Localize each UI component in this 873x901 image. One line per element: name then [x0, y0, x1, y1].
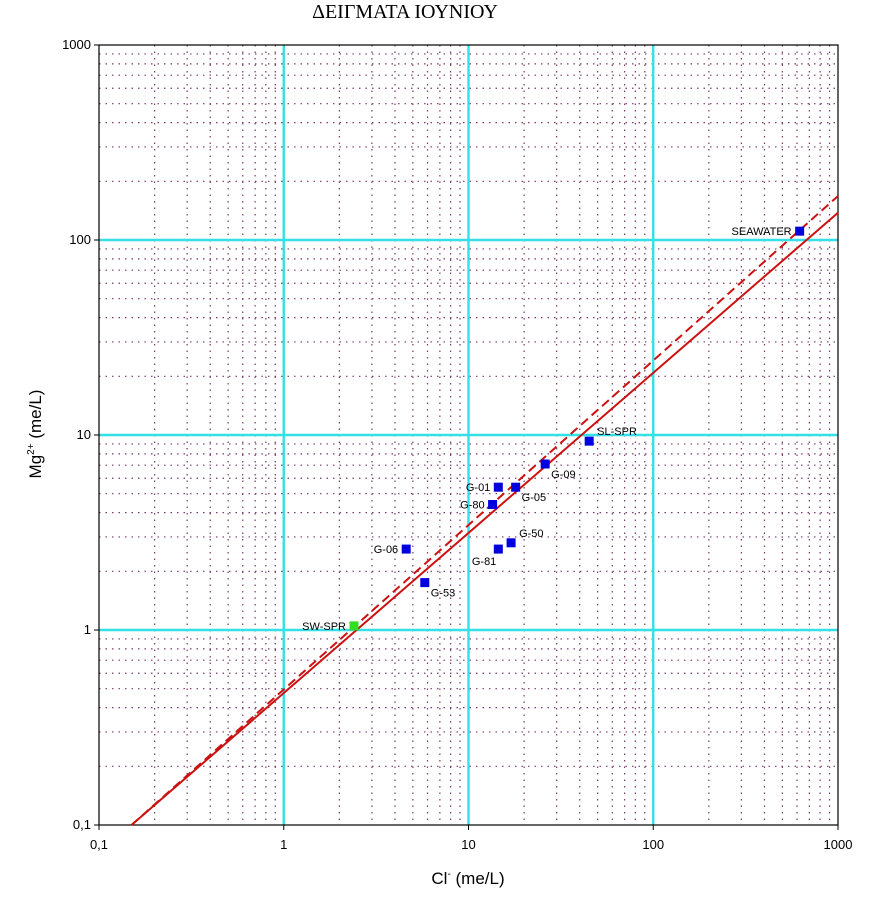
point-label-g-01: G-01 [466, 482, 490, 494]
solid-reference-line [130, 211, 839, 826]
y-tick-label: 10 [77, 427, 91, 442]
x-tick-labels: 0,1 1 10 100 1000 [90, 837, 853, 852]
point-label-g-80: G-80 [460, 500, 484, 512]
x-tick-label: 1000 [824, 837, 853, 852]
major-grid [99, 45, 838, 825]
point-label-g-05: G-05 [522, 492, 546, 504]
x-tick-label: 1 [280, 837, 287, 852]
x-tick-label: 100 [642, 837, 664, 852]
point-label-g-50: G-50 [519, 528, 543, 540]
point-label-sl-spr: SL-SPR [597, 426, 637, 438]
point-label-g-81: G-81 [472, 556, 496, 568]
data-points [349, 226, 805, 631]
y-tick-labels: 0,1 1 10 100 1000 [62, 37, 91, 832]
data-point-g-53 [420, 578, 430, 588]
data-point-g-06 [401, 544, 411, 554]
reference-lines [130, 195, 839, 826]
point-label-g-09: G-09 [551, 469, 575, 481]
axis-ticks [94, 44, 839, 830]
data-point-g-09 [540, 459, 550, 469]
data-point-g-81 [493, 544, 503, 554]
y-tick-label: 100 [69, 232, 91, 247]
data-point-sw-spr [349, 621, 359, 631]
point-labels: SEAWATER SL-SPR G-09 G-01 G-05 G-80 G-50 G-81 G-… [302, 226, 792, 633]
y-axis-title: Mg2+ (me/L) [26, 390, 45, 479]
point-label-g-53: G-53 [431, 588, 455, 600]
data-point-sl-spr [584, 436, 594, 446]
point-label-g-06: G-06 [374, 544, 398, 556]
chart-title: ΔΕΙΓΜΑΤΑ ΙΟΥΝΙΟΥ [312, 1, 498, 23]
y-tick-label: 1 [84, 622, 91, 637]
data-point-g-01 [493, 482, 503, 492]
y-tick-label: 0,1 [73, 817, 91, 832]
point-label-seawater: SEAWATER [732, 226, 792, 238]
data-point-seawater [795, 226, 805, 236]
data-point-g-50 [506, 538, 516, 548]
x-tick-label: 10 [461, 837, 475, 852]
point-label-sw-spr: SW-SPR [302, 621, 346, 633]
x-axis-title: Cl- (me/L) [431, 869, 504, 888]
data-point-g-80 [488, 500, 498, 510]
y-tick-label: 1000 [62, 37, 91, 52]
dashed-reference-line [130, 195, 839, 826]
data-point-g-05 [511, 482, 521, 492]
x-tick-label: 0,1 [90, 837, 108, 852]
